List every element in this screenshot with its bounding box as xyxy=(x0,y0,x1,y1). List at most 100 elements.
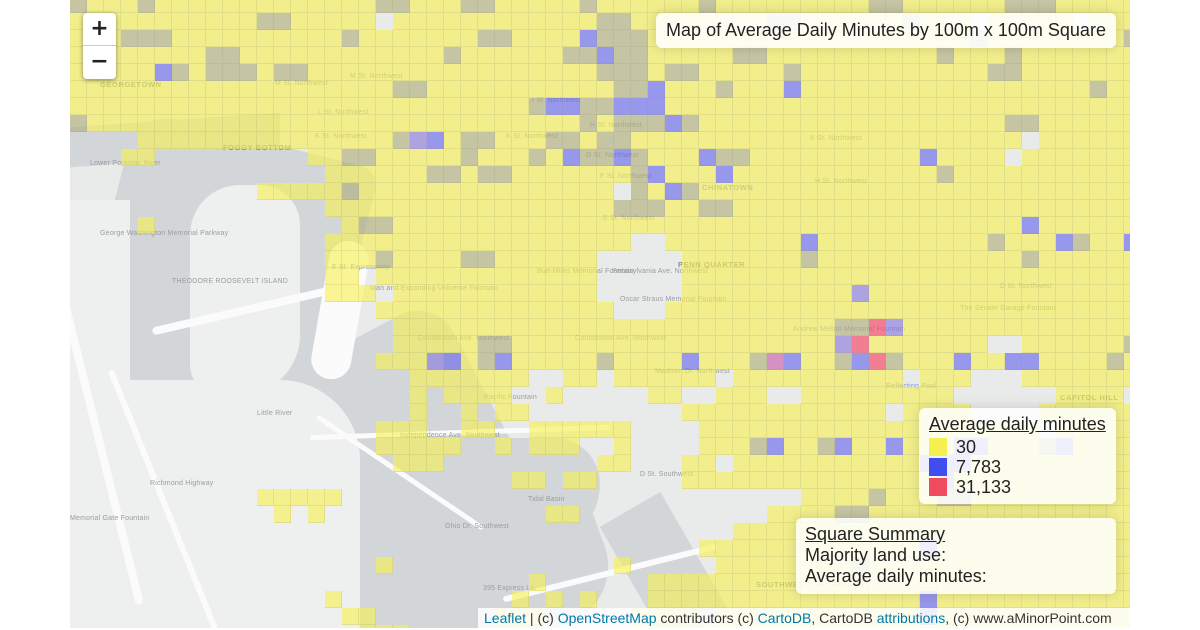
grid-square[interactable] xyxy=(852,251,869,268)
grid-square[interactable] xyxy=(733,438,750,455)
grid-square[interactable] xyxy=(1022,591,1039,608)
grid-square[interactable] xyxy=(546,336,563,353)
grid-square[interactable] xyxy=(920,200,937,217)
grid-square[interactable] xyxy=(121,81,138,98)
grid-square[interactable] xyxy=(478,353,495,370)
grid-square[interactable] xyxy=(852,421,869,438)
grid-square[interactable] xyxy=(393,200,410,217)
grid-square[interactable] xyxy=(444,268,461,285)
grid-square[interactable] xyxy=(529,285,546,302)
grid-square[interactable] xyxy=(1073,268,1090,285)
grid-square[interactable] xyxy=(1022,285,1039,302)
grid-square[interactable] xyxy=(767,557,784,574)
grid-square[interactable] xyxy=(716,217,733,234)
grid-square[interactable] xyxy=(869,285,886,302)
grid-square[interactable] xyxy=(818,438,835,455)
grid-square[interactable] xyxy=(920,387,937,404)
grid-square[interactable] xyxy=(699,81,716,98)
grid-square[interactable] xyxy=(1124,200,1130,217)
grid-square[interactable] xyxy=(954,166,971,183)
grid-square[interactable] xyxy=(461,251,478,268)
grid-square[interactable] xyxy=(376,132,393,149)
grid-square[interactable] xyxy=(920,217,937,234)
grid-square[interactable] xyxy=(733,591,750,608)
grid-square[interactable] xyxy=(886,98,903,115)
grid-square[interactable] xyxy=(648,336,665,353)
grid-square[interactable] xyxy=(240,132,257,149)
grid-square[interactable] xyxy=(818,302,835,319)
grid-square[interactable] xyxy=(767,523,784,540)
grid-square[interactable] xyxy=(903,387,920,404)
grid-square[interactable] xyxy=(359,64,376,81)
grid-square[interactable] xyxy=(376,47,393,64)
grid-square[interactable] xyxy=(155,13,172,30)
grid-square[interactable] xyxy=(240,98,257,115)
grid-square[interactable] xyxy=(801,438,818,455)
grid-square[interactable] xyxy=(563,30,580,47)
grid-square[interactable] xyxy=(835,200,852,217)
grid-square[interactable] xyxy=(444,166,461,183)
grid-square[interactable] xyxy=(444,319,461,336)
grid-square[interactable] xyxy=(1124,13,1130,30)
grid-square[interactable] xyxy=(563,166,580,183)
grid-square[interactable] xyxy=(767,353,784,370)
grid-square[interactable] xyxy=(699,574,716,591)
grid-square[interactable] xyxy=(529,302,546,319)
grid-square[interactable] xyxy=(920,591,937,608)
grid-square[interactable] xyxy=(1039,0,1056,13)
grid-square[interactable] xyxy=(750,166,767,183)
grid-square[interactable] xyxy=(988,183,1005,200)
grid-square[interactable] xyxy=(852,166,869,183)
grid-square[interactable] xyxy=(750,217,767,234)
grid-square[interactable] xyxy=(546,591,563,608)
grid-square[interactable] xyxy=(1124,251,1130,268)
grid-square[interactable] xyxy=(291,47,308,64)
grid-square[interactable] xyxy=(869,98,886,115)
grid-square[interactable] xyxy=(1124,64,1130,81)
grid-square[interactable] xyxy=(750,115,767,132)
grid-square[interactable] xyxy=(427,438,444,455)
grid-square[interactable] xyxy=(444,98,461,115)
grid-square[interactable] xyxy=(1022,98,1039,115)
grid-square[interactable] xyxy=(1056,81,1073,98)
grid-square[interactable] xyxy=(869,591,886,608)
grid-square[interactable] xyxy=(835,81,852,98)
grid-square[interactable] xyxy=(852,438,869,455)
grid-square[interactable] xyxy=(546,64,563,81)
grid-square[interactable] xyxy=(869,319,886,336)
grid-square[interactable] xyxy=(988,166,1005,183)
grid-square[interactable] xyxy=(1090,98,1107,115)
grid-square[interactable] xyxy=(818,319,835,336)
grid-square[interactable] xyxy=(563,506,580,523)
grid-square[interactable] xyxy=(767,81,784,98)
grid-square[interactable] xyxy=(410,217,427,234)
grid-square[interactable] xyxy=(1022,64,1039,81)
grid-square[interactable] xyxy=(478,387,495,404)
grid-square[interactable] xyxy=(835,132,852,149)
grid-square[interactable] xyxy=(937,217,954,234)
grid-square[interactable] xyxy=(393,234,410,251)
grid-square[interactable] xyxy=(512,30,529,47)
grid-square[interactable] xyxy=(444,387,461,404)
grid-square[interactable] xyxy=(937,166,954,183)
grid-square[interactable] xyxy=(342,217,359,234)
grid-square[interactable] xyxy=(359,0,376,13)
grid-square[interactable] xyxy=(818,200,835,217)
grid-square[interactable] xyxy=(155,132,172,149)
grid-square[interactable] xyxy=(852,370,869,387)
grid-square[interactable] xyxy=(274,489,291,506)
grid-square[interactable] xyxy=(767,472,784,489)
grid-square[interactable] xyxy=(1039,591,1056,608)
grid-square[interactable] xyxy=(682,370,699,387)
grid-square[interactable] xyxy=(1056,370,1073,387)
grid-square[interactable] xyxy=(1005,47,1022,64)
grid-square[interactable] xyxy=(733,421,750,438)
grid-square[interactable] xyxy=(971,183,988,200)
grid-square[interactable] xyxy=(835,234,852,251)
grid-square[interactable] xyxy=(903,217,920,234)
grid-square[interactable] xyxy=(410,370,427,387)
grid-square[interactable] xyxy=(1107,183,1124,200)
grid-square[interactable] xyxy=(495,438,512,455)
grid-square[interactable] xyxy=(801,319,818,336)
grid-square[interactable] xyxy=(903,200,920,217)
